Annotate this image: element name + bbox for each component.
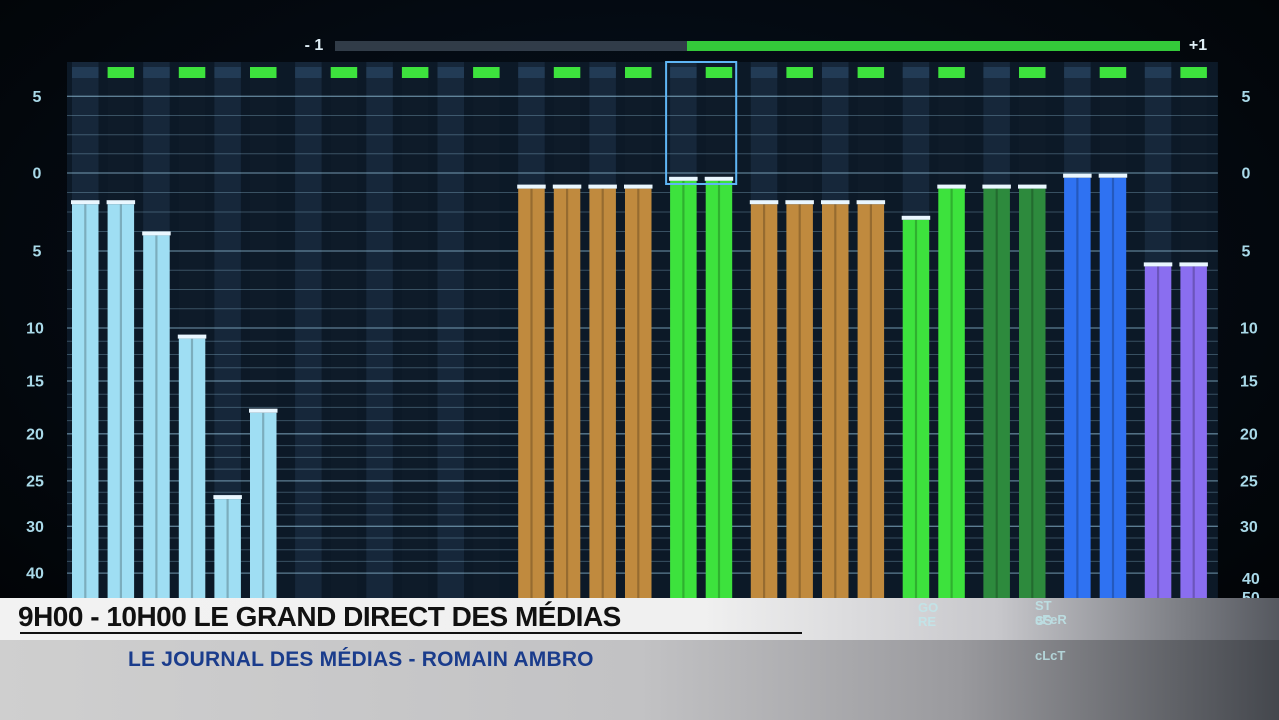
svg-text:- 1: - 1	[305, 37, 324, 54]
svg-text:15: 15	[26, 374, 44, 391]
svg-text:0: 0	[1241, 166, 1250, 183]
svg-text:15: 15	[1240, 374, 1258, 391]
svg-text:30: 30	[26, 519, 44, 536]
svg-text:5: 5	[1241, 89, 1250, 106]
svg-text:5: 5	[33, 244, 42, 261]
svg-text:20: 20	[26, 426, 44, 443]
svg-text:10: 10	[1240, 321, 1258, 338]
svg-text:+1: +1	[1189, 37, 1207, 54]
svg-text:40: 40	[26, 566, 44, 583]
svg-text:25: 25	[26, 473, 44, 490]
svg-text:30: 30	[1240, 519, 1258, 536]
svg-text:25: 25	[1240, 473, 1258, 490]
svg-text:5: 5	[1241, 244, 1250, 261]
svg-text:40: 40	[1242, 571, 1260, 588]
svg-text:20: 20	[1240, 426, 1258, 443]
svg-text:5: 5	[33, 89, 42, 106]
svg-text:10: 10	[26, 321, 44, 338]
svg-text:0: 0	[33, 166, 42, 183]
